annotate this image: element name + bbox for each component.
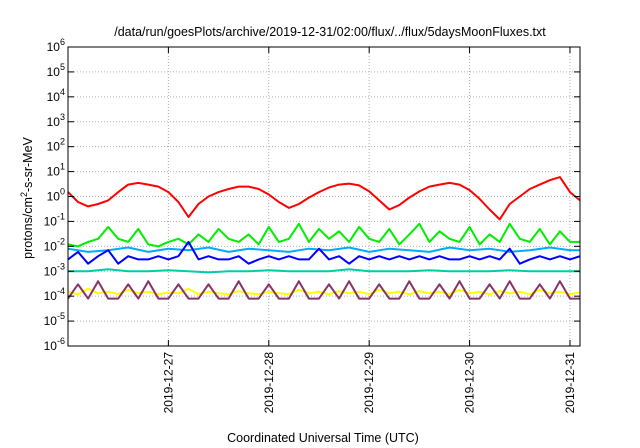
y-tick-label: 10-6 (44, 336, 65, 353)
y-tick-label: 10-3 (44, 261, 65, 278)
x-axis-ticks: 2019-12-27 2019-12-28 2019-12-29 2019-12-30… (161, 47, 577, 413)
series-line-3 (67, 246, 580, 253)
series-group (67, 176, 581, 300)
series-line-7 (67, 280, 580, 300)
x-tick-label: 2019-12-31 (563, 352, 577, 414)
y-axis-ticks: 10-6 10-5 10-4 10-3 10-2 10-1 100 101 102 103 104 1… (44, 37, 580, 353)
grid (68, 47, 580, 346)
series-line-2 (67, 222, 580, 248)
x-tick-label: 2019-12-29 (362, 352, 376, 414)
y-tick-label: 10-4 (44, 286, 65, 303)
y-tick-label: 105 (47, 62, 65, 79)
y-tick-label: 103 (47, 112, 65, 129)
y-tick-label: 106 (47, 37, 65, 54)
y-tick-label: 102 (47, 137, 65, 154)
y-tick-label: 10-2 (44, 236, 65, 253)
y-tick-label: 10-5 (44, 311, 65, 328)
x-tick-label: 2019-12-27 (161, 352, 175, 414)
series-line-5 (68, 268, 580, 274)
y-tick-label: 10-1 (44, 211, 65, 228)
y-axis-label: protons/cm2-s-sr-MeV (19, 136, 35, 258)
x-axis-label: Coordinated Universal Time (UTC) (227, 431, 419, 445)
y-tick-label: 104 (47, 87, 65, 104)
y-tick-label: 100 (47, 187, 65, 204)
chart-title: /data/run/goesPlots/archive/2019-12-31/0… (114, 25, 546, 39)
x-tick-label: 2019-12-28 (262, 352, 276, 414)
y-tick-label: 101 (47, 162, 65, 179)
series-line-1 (67, 176, 581, 221)
x-tick-label: 2019-12-30 (463, 352, 477, 414)
series-line-4 (67, 240, 581, 265)
